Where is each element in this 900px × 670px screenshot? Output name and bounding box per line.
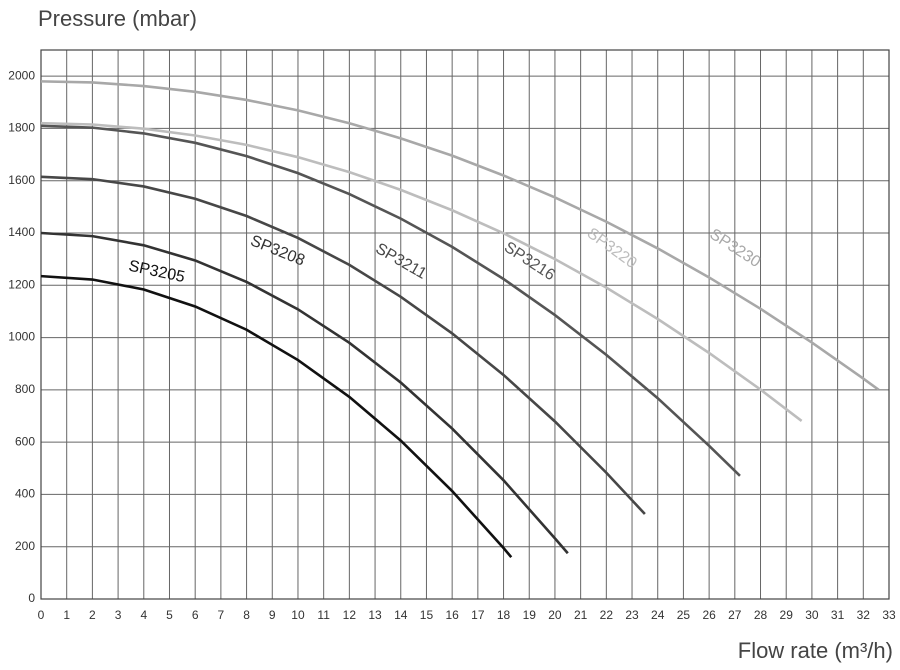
- x-tick-label: 12: [343, 608, 357, 622]
- x-tick-label: 31: [831, 608, 845, 622]
- x-tick-label: 7: [218, 608, 225, 622]
- x-tick-label: 25: [677, 608, 691, 622]
- x-tick-label: 20: [548, 608, 562, 622]
- x-tick-label: 10: [291, 608, 305, 622]
- x-tick-label: 14: [394, 608, 408, 622]
- y-tick-label: 1000: [8, 330, 35, 344]
- x-tick-label: 21: [574, 608, 588, 622]
- x-tick-label: 0: [38, 608, 45, 622]
- x-tick-label: 29: [780, 608, 794, 622]
- y-tick-label: 1200: [8, 277, 35, 291]
- x-tick-label: 8: [243, 608, 250, 622]
- y-tick-label: 800: [15, 382, 35, 396]
- y-tick-label: 2000: [8, 68, 35, 82]
- x-tick-label: 32: [857, 608, 871, 622]
- x-tick-label: 24: [651, 608, 665, 622]
- y-tick-label: 1600: [8, 173, 35, 187]
- series-label: SP3220: [584, 225, 640, 272]
- x-tick-label: 30: [805, 608, 819, 622]
- x-tick-label: 27: [728, 608, 742, 622]
- series-label: SP3205: [127, 258, 186, 287]
- pump-curve: [40, 175, 646, 515]
- x-tick-label: 33: [882, 608, 896, 622]
- chart-title: Pressure (mbar): [38, 6, 197, 31]
- y-tick-label: 400: [15, 487, 35, 501]
- x-tick-label: 6: [192, 608, 199, 622]
- pump-curve: [40, 80, 880, 391]
- x-tick-label: 5: [166, 608, 173, 622]
- y-tick-label: 600: [15, 434, 35, 448]
- y-tick-label: 1400: [8, 225, 35, 239]
- x-tick-label: 28: [754, 608, 768, 622]
- pump-curve: [40, 121, 803, 423]
- x-tick-label: 13: [368, 608, 382, 622]
- x-tick-label: 16: [445, 608, 459, 622]
- x-tick-label: 19: [523, 608, 537, 622]
- x-tick-label: 23: [625, 608, 639, 622]
- x-tick-label: 11: [317, 608, 330, 622]
- y-tick-label: 200: [15, 539, 35, 553]
- x-axis-label: Flow rate (m³/h): [738, 638, 893, 663]
- x-tick-label: 17: [471, 608, 485, 622]
- x-tick-label: 1: [63, 608, 70, 622]
- y-tick-label: 0: [28, 591, 35, 605]
- x-tick-label: 18: [497, 608, 511, 622]
- x-tick-label: 3: [115, 608, 122, 622]
- x-tick-label: 9: [269, 608, 276, 622]
- y-tick-label: 1800: [8, 121, 35, 135]
- pump-curve: [40, 124, 741, 477]
- x-tick-label: 2: [89, 608, 96, 622]
- x-tick-label: 4: [140, 608, 147, 622]
- x-tick-label: 26: [702, 608, 716, 622]
- pump-curve: [40, 231, 569, 555]
- pump-curve: [40, 274, 513, 559]
- x-tick-label: 22: [600, 608, 614, 622]
- x-tick-label: 15: [420, 608, 434, 622]
- plot-frame: [40, 49, 890, 600]
